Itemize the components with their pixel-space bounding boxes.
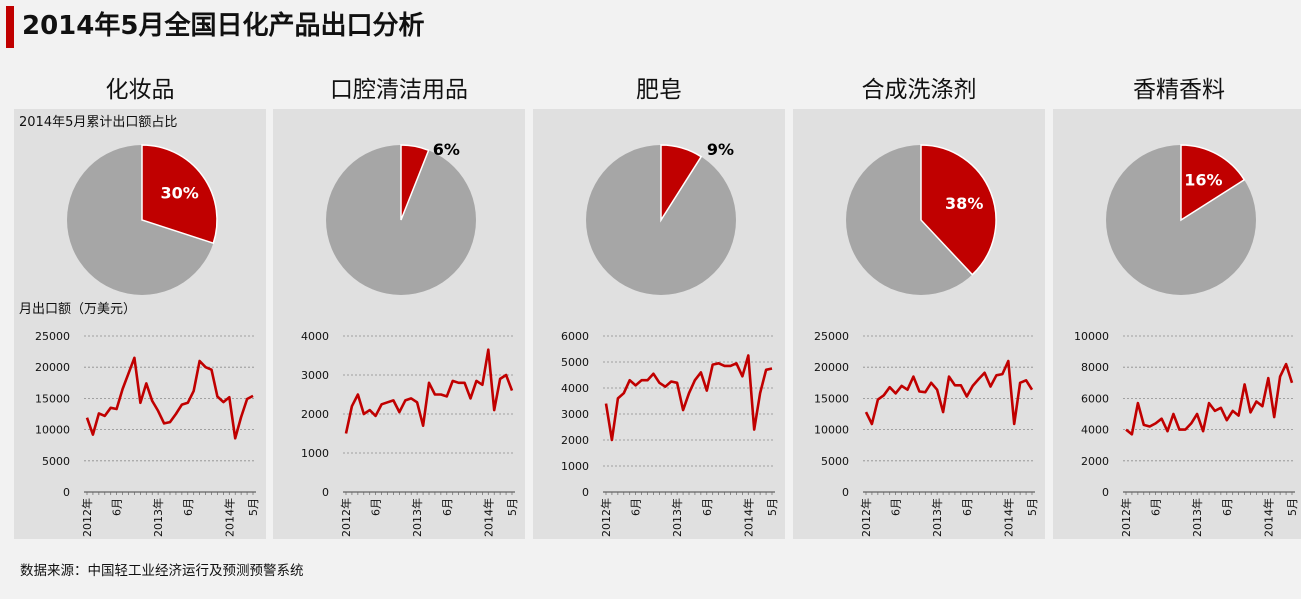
pie-caption: 2014年5月累计出口额占比 <box>19 115 178 130</box>
chart-svg-oral-care: 6% 0 1000 2000 3000 4000 2012年 6月 2013年 6月 2014年 5月 <box>301 140 519 537</box>
chart-svg-fragrance: 16% 0 2000 4000 6000 8000 10000 2012年 6月 2013年 6月 2… <box>1074 144 1299 537</box>
y-tick-label: 0 <box>63 486 70 499</box>
x-tick-label: 2014年 <box>1261 498 1275 537</box>
y-tick-label: 5000 <box>561 356 589 369</box>
y-tick-label: 0 <box>322 486 329 499</box>
y-tick-label: 4000 <box>561 382 589 395</box>
x-tick-label: 2012年 <box>339 498 353 537</box>
page-header: 2014年5月全国日化产品出口分析 <box>0 0 1301 50</box>
y-tick-label: 10000 <box>814 424 849 437</box>
series-line <box>604 354 773 442</box>
x-tick-label: 5月 <box>506 498 519 516</box>
chart-svg-cosmetics: 30% 0 5000 10000 15000 20000 25000 2012年 6月 2013年… <box>35 144 260 537</box>
chart-svg-soap: 9% 0 1000 2000 3000 4000 5000 6000 2012年 6月 2013年 6… <box>561 140 779 537</box>
x-tick-label: 2014年 <box>222 498 236 537</box>
series-line <box>344 348 514 434</box>
x-tick-label: 6月 <box>630 498 643 516</box>
x-tick-label: 5月 <box>247 498 260 516</box>
pie-share-slice <box>141 144 218 245</box>
panel-title-soap: 肥皂 <box>636 77 682 103</box>
x-tick-label: 6月 <box>890 498 903 516</box>
chart-panel-oral-care: 6% 0 1000 2000 3000 4000 2012年 6月 2013年 6月 2014年 5月 <box>273 109 525 539</box>
y-tick-label: 3000 <box>301 369 329 382</box>
y-tick-label: 0 <box>1102 486 1109 499</box>
x-tick-label: 2014年 <box>1001 498 1015 537</box>
y-tick-label: 2000 <box>301 408 329 421</box>
y-tick-label: 10000 <box>35 424 70 437</box>
y-tick-label: 1000 <box>301 447 329 460</box>
x-tick-label: 5月 <box>1286 498 1299 516</box>
x-tick-label: 6月 <box>1150 498 1163 516</box>
line-caption: 月出口额（万美元） <box>19 302 137 317</box>
y-tick-label: 25000 <box>35 330 70 343</box>
pie-share-label: 16% <box>1184 170 1222 189</box>
chart-panel-soap: 9% 0 1000 2000 3000 4000 5000 6000 2012年 6月 2013年 6… <box>533 109 785 539</box>
y-tick-label: 1000 <box>561 460 589 473</box>
y-tick-label: 2000 <box>561 434 589 447</box>
x-tick-label: 2013年 <box>930 498 944 537</box>
pie-share-slice <box>660 144 703 223</box>
panel-title-cosmetics: 化妆品 <box>105 77 175 103</box>
x-tick-label: 2013年 <box>151 498 165 537</box>
x-tick-label: 2012年 <box>859 498 873 537</box>
x-tick-label: 2014年 <box>481 498 495 537</box>
chart-panel-fragrance: 16% 0 2000 4000 6000 8000 10000 2012年 6月 2013年 6月 2… <box>1053 109 1301 539</box>
pie-share-label: 6% <box>433 140 460 159</box>
x-tick-label: 2014年 <box>741 498 755 537</box>
y-tick-label: 4000 <box>1081 424 1109 437</box>
x-tick-label: 2012年 <box>1119 498 1133 537</box>
x-tick-label: 6月 <box>370 498 383 516</box>
x-tick-label: 5月 <box>1026 498 1039 516</box>
x-tick-label: 6月 <box>1221 498 1234 516</box>
chart-panel-detergent: 38% 0 5000 10000 15000 20000 25000 2012年 6月 2013年… <box>793 109 1045 539</box>
x-tick-label: 2012年 <box>599 498 613 537</box>
x-tick-label: 2013年 <box>410 498 424 537</box>
x-tick-label: 2012年 <box>80 498 94 537</box>
series-line <box>864 359 1034 426</box>
y-tick-label: 6000 <box>1081 392 1109 405</box>
panel-title-detergent: 合成洗涤剂 <box>861 77 977 103</box>
y-tick-label: 6000 <box>561 330 589 343</box>
y-tick-label: 2000 <box>1081 455 1109 468</box>
x-tick-label: 5月 <box>766 498 779 516</box>
y-tick-label: 3000 <box>561 408 589 421</box>
page-title: 2014年5月全国日化产品出口分析 <box>22 11 425 41</box>
y-tick-label: 25000 <box>814 330 849 343</box>
panel-title-fragrance: 香精香料 <box>1133 77 1225 103</box>
chart-svg-detergent: 38% 0 5000 10000 15000 20000 25000 2012年 6月 2013年… <box>814 144 1039 537</box>
chart-panel-cosmetics: 30% 0 5000 10000 15000 20000 25000 2012年 6月 2013年… <box>14 109 266 539</box>
series-line <box>1125 362 1294 436</box>
pie-share-label: 9% <box>707 140 734 159</box>
x-tick-label: 6月 <box>111 498 124 516</box>
pie-share-slice <box>400 144 430 221</box>
y-tick-label: 4000 <box>301 330 329 343</box>
y-tick-label: 15000 <box>814 392 849 405</box>
source-note: 数据来源：中国轻工业经济运行及预测预警系统 <box>20 563 304 579</box>
pie-share-label: 30% <box>160 184 198 203</box>
x-tick-label: 6月 <box>441 498 454 516</box>
panel-title-oral-care: 口腔清洁用品 <box>330 77 468 103</box>
pie-share-slice <box>920 144 997 276</box>
header-accent-bar <box>6 6 14 48</box>
x-tick-label: 6月 <box>961 498 974 516</box>
x-tick-label: 6月 <box>701 498 714 516</box>
y-tick-label: 5000 <box>821 455 849 468</box>
y-tick-label: 5000 <box>42 455 70 468</box>
y-tick-label: 0 <box>842 486 849 499</box>
y-tick-label: 0 <box>582 486 589 499</box>
x-tick-label: 6月 <box>182 498 195 516</box>
y-tick-label: 20000 <box>35 361 70 374</box>
y-tick-label: 20000 <box>814 361 849 374</box>
series-line <box>85 356 254 440</box>
pie-share-slice <box>1180 144 1246 222</box>
y-tick-label: 8000 <box>1081 361 1109 374</box>
x-tick-label: 2013年 <box>1190 498 1204 537</box>
y-tick-label: 10000 <box>1074 330 1109 343</box>
y-tick-label: 15000 <box>35 392 70 405</box>
x-tick-label: 2013年 <box>670 498 684 537</box>
pie-share-label: 38% <box>945 194 983 213</box>
